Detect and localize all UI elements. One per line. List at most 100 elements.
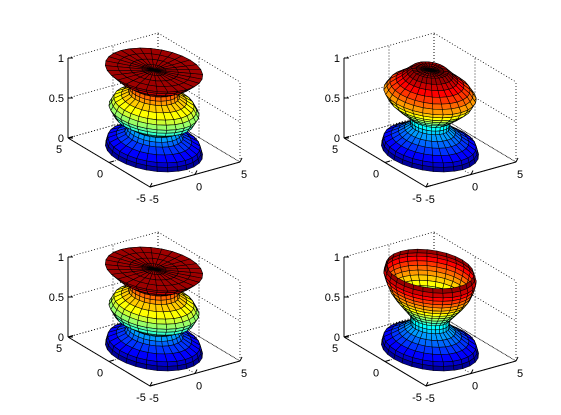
surface-patch: [436, 131, 440, 135]
y-tick-label: 5: [56, 144, 62, 156]
surface-patch: [166, 130, 176, 134]
surface-patch: [157, 130, 167, 133]
z-tick-label: 0.5: [49, 93, 64, 105]
z-tick-label: 0.5: [49, 292, 64, 304]
surface-patch: [419, 280, 427, 286]
y-tick-label: -5: [136, 392, 146, 404]
surface-patch: [156, 336, 162, 341]
surface-patch: [407, 256, 417, 261]
surface-patch: [433, 115, 443, 118]
x-tick-label: -5: [425, 194, 435, 206]
z-tick-label: 1: [58, 53, 64, 65]
x-tick-label: -5: [149, 393, 159, 405]
y-tick: [385, 360, 390, 362]
surface-patch: [156, 300, 162, 305]
x-tick-label: 0: [196, 182, 202, 194]
surface: [105, 48, 202, 172]
surface-patch: [442, 104, 452, 110]
surface-patch: [161, 101, 167, 106]
z-tick-label: 1: [58, 252, 64, 264]
surface-patch: [408, 265, 418, 270]
surface-patch: [156, 142, 163, 147]
x-tick-label: 0: [196, 381, 202, 393]
surface-patch: [168, 167, 178, 172]
surface-patch: [162, 142, 169, 147]
subplot-1: 00.51-505-505: [49, 33, 247, 206]
surface-patch: [156, 137, 162, 142]
surface-patch: [157, 163, 168, 168]
surface-patch: [149, 304, 156, 312]
y-tick-label: 5: [56, 343, 62, 355]
surface-patch: [157, 362, 168, 367]
y-tick: [385, 161, 390, 163]
surface-patch: [433, 167, 444, 172]
surface-patch: [157, 329, 167, 332]
surface-patch: [431, 326, 435, 330]
z-tick-label: 1: [334, 53, 340, 65]
surface-patch: [433, 362, 444, 367]
surface-patch: [431, 127, 436, 131]
surface-patch: [436, 326, 440, 330]
surface-patch: [161, 300, 167, 305]
surface-cap-patch: [151, 247, 162, 254]
surface-patch: [157, 319, 167, 324]
y-tick-label: 5: [332, 343, 338, 355]
surface-patch: [417, 261, 427, 266]
x-tick-label: 0: [472, 381, 478, 393]
y-tick-label: -5: [136, 193, 146, 205]
surface-patch: [156, 341, 163, 346]
surface-cap-patch: [427, 76, 431, 79]
surface-patch: [426, 78, 431, 85]
surface-patch: [436, 127, 441, 131]
surface-patch: [431, 330, 435, 334]
surface-patch: [431, 131, 435, 135]
subplot-2: 00.51-505-505: [325, 33, 523, 206]
y-tick-label: 0: [373, 169, 379, 181]
surface-patch: [433, 109, 443, 115]
surface-patch: [168, 366, 178, 371]
surface-patch: [433, 104, 443, 110]
surface-patch: [161, 137, 167, 142]
y-tick-label: -5: [412, 193, 422, 205]
surface-cap-patch: [429, 62, 433, 65]
y-tick: [109, 360, 114, 362]
y-tick-label: 0: [97, 368, 103, 380]
surface-patch: [409, 270, 418, 275]
surface-patch: [418, 270, 427, 275]
surface-patch: [443, 114, 453, 118]
surface-patch: [166, 329, 176, 333]
surface: [105, 247, 202, 371]
surface-patch: [417, 249, 427, 253]
surface-patch: [156, 101, 162, 106]
grid-line-z: [344, 33, 434, 58]
surface-patch: [166, 319, 176, 325]
y-tick-label: 5: [332, 144, 338, 156]
x-tick-label: -5: [149, 194, 159, 206]
surface-patch: [408, 249, 418, 253]
surface-patch: [161, 336, 167, 341]
surface-patch: [157, 167, 168, 172]
surface-patch: [157, 324, 167, 329]
x-tick-label: -5: [425, 393, 435, 405]
surface-patch: [442, 109, 452, 115]
surface-cap-patch: [151, 48, 162, 55]
y-tick-label: 0: [373, 368, 379, 380]
surface: [381, 249, 478, 371]
surface-patch: [443, 293, 453, 298]
surface-patch: [148, 345, 157, 354]
surface-patch: [419, 275, 428, 281]
surface-patch: [156, 97, 162, 102]
surface-patch: [417, 256, 427, 261]
x-tick-label: 5: [517, 169, 523, 181]
surface-patch: [161, 296, 166, 301]
surface-patch: [444, 167, 454, 172]
surface-patch: [157, 125, 167, 130]
x-tick-label: 5: [241, 169, 247, 181]
z-tick-label: 0.5: [325, 93, 340, 105]
surface-patch: [426, 333, 432, 340]
surface-patch: [418, 265, 428, 270]
surface-patch: [156, 296, 162, 301]
y-tick: [109, 161, 114, 163]
z-tick-label: 1: [334, 252, 340, 264]
